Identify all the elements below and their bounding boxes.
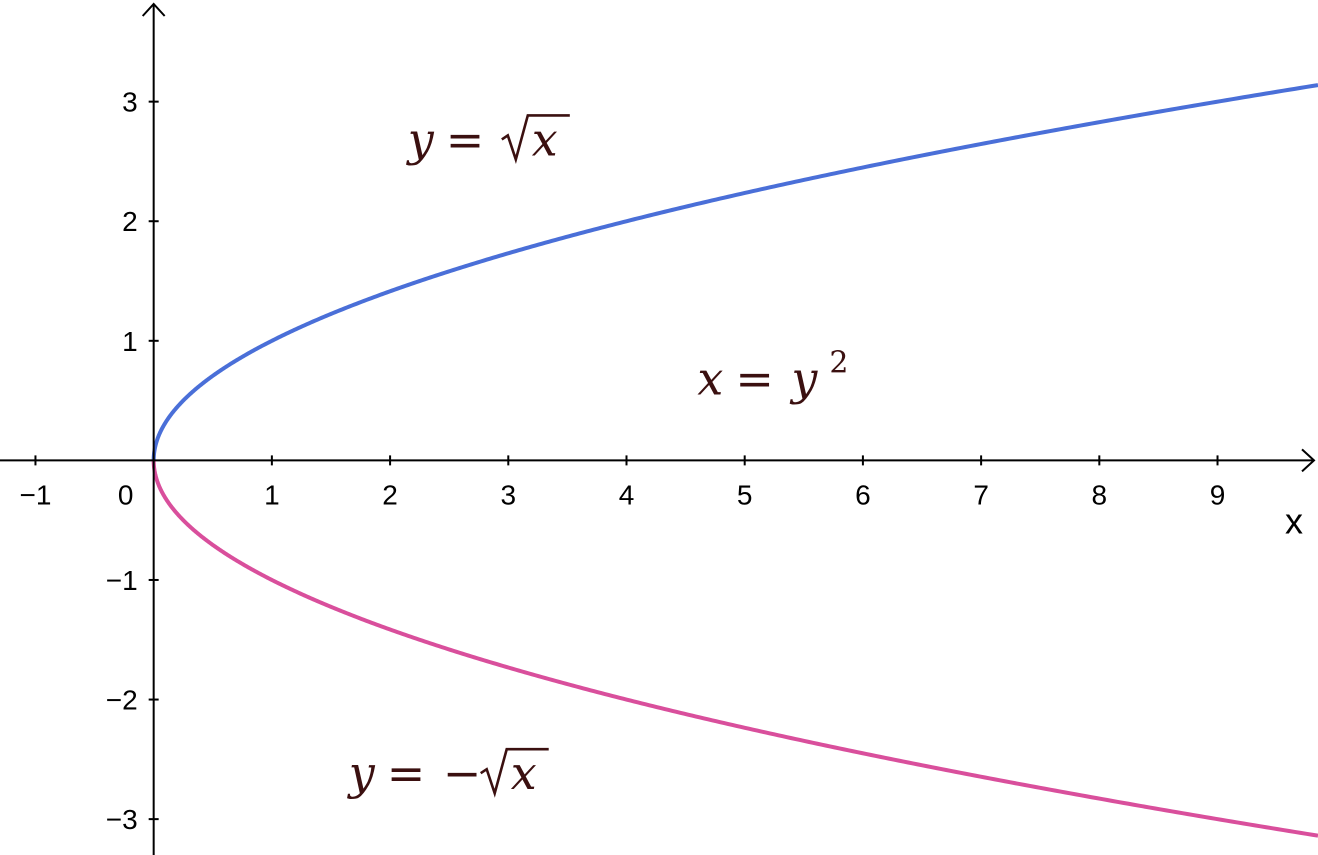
x-ticks-group: −1 1 2 3 4 5 6 7 8 9 [19,455,1225,510]
x-tick-label: 7 [973,479,989,510]
x-axis-arrow [1301,448,1316,473]
equation-middle-equals: = [735,352,774,406]
equation-middle-exponent: 2 [829,346,848,381]
equation-y-equals-sqrt-x: y = x [406,112,570,166]
x-tick-label: 9 [1210,479,1226,510]
y-tick-label: −1 [106,565,138,596]
y-tick-label: 2 [122,206,138,237]
x-tick-label: 2 [382,479,398,510]
equation-y-equals-minus-sqrt-x: y = − x [347,746,549,800]
equation-lower-radical-sign [479,747,549,798]
y-ticks-group: 3 2 1 −1 −2 −3 [106,87,159,835]
equation-middle-lhs: x [697,352,723,406]
y-tick-label: 3 [122,87,138,118]
equation-upper-lhs: y [406,112,435,166]
x-tick-label: 6 [855,479,871,510]
equation-lower-radicand: x [511,746,537,800]
equation-upper-radical-sign [501,114,570,164]
curve-lower-branch [151,460,1318,838]
x-tick-label: 5 [737,479,753,510]
x-tick-label: 4 [619,479,635,510]
x-tick-label: 1 [264,479,280,510]
y-tick-label: 1 [122,326,138,357]
y-tick-label: −2 [106,685,138,716]
equation-lower-minus: − [443,746,482,800]
equation-x-equals-y-squared: x = y 2 [697,346,848,406]
curve-upper-branch [151,83,1318,461]
equation-lower-equals: = [387,746,426,800]
equation-upper-equals: = [446,112,485,166]
x-tick-label: 3 [500,479,516,510]
y-axis-arrow [141,2,166,17]
y-tick-label: −3 [106,804,138,835]
x-axis-label: x [1285,500,1303,541]
equation-lower-lhs: y [347,746,376,800]
equation-upper-radicand: x [532,112,558,166]
curves-group [151,83,1318,838]
equation-middle-base: y [789,352,818,406]
x-tick-label: 8 [1092,479,1108,510]
x-tick-label: −1 [19,479,51,510]
origin-label: 0 [118,479,134,510]
